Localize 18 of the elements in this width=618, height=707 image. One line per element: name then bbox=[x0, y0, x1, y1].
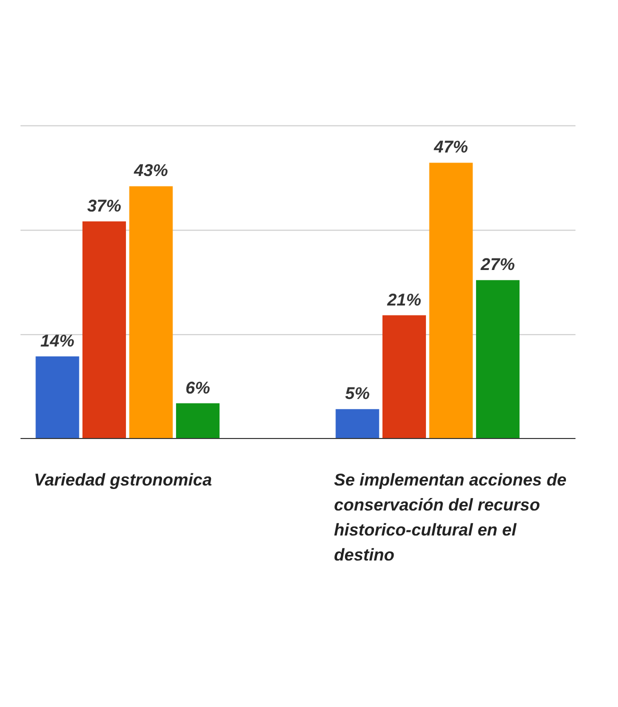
data-label: 5% bbox=[345, 384, 370, 404]
bar bbox=[336, 409, 380, 438]
bar bbox=[176, 403, 220, 438]
bar bbox=[429, 162, 473, 438]
data-label: 6% bbox=[186, 378, 210, 398]
bar bbox=[382, 315, 426, 438]
bar bbox=[36, 356, 80, 438]
data-label: 27% bbox=[480, 255, 515, 274]
data-label: 37% bbox=[87, 196, 122, 216]
data-label: 14% bbox=[40, 331, 74, 350]
bar bbox=[129, 186, 173, 438]
data-label: 43% bbox=[132, 161, 168, 180]
bar bbox=[82, 221, 126, 438]
data-label: 21% bbox=[386, 290, 422, 310]
bar bbox=[476, 280, 520, 438]
x-tick-label: Se implementan acciones de conservación del recurso historico-cultural en el destino bbox=[334, 470, 566, 564]
data-label: 47% bbox=[432, 138, 468, 157]
x-tick-label: Variedad gstronomica bbox=[34, 470, 212, 490]
